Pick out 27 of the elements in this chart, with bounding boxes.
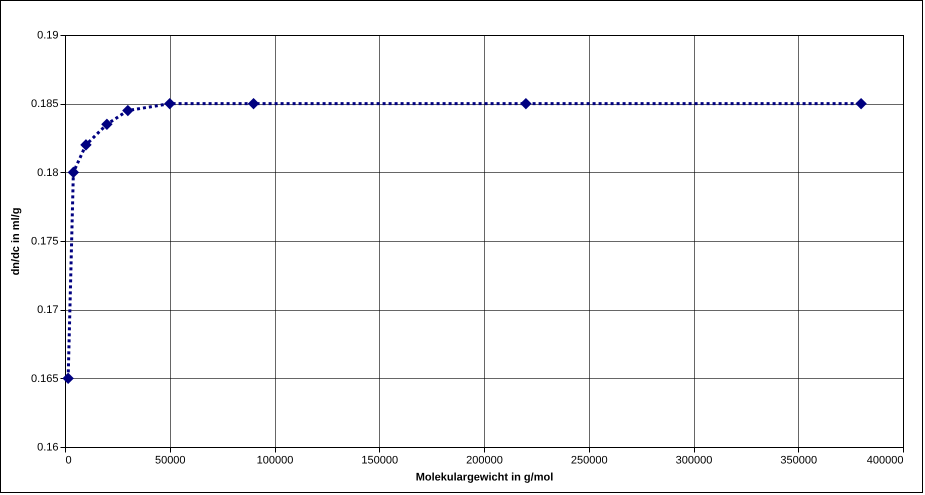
point: [248, 98, 260, 110]
point: [80, 139, 92, 151]
x-tick-label: 400000: [866, 454, 904, 466]
x-tick-label: 150000: [361, 454, 398, 466]
point: [855, 98, 867, 110]
point: [164, 98, 176, 110]
point: [62, 372, 74, 384]
x-tick-label: 100000: [256, 454, 294, 466]
x-tick-label: 0: [66, 454, 72, 466]
y-tick-label: 0.16: [37, 442, 58, 454]
y-tick-label: 0.18: [37, 166, 58, 179]
y-tick-label: 0.175: [30, 236, 58, 248]
y-tick-label: 0.185: [30, 98, 58, 110]
x-axis-title: Molekulargewicht in g/mol: [416, 472, 554, 484]
point: [520, 98, 532, 110]
y-tick-label: 0.165: [30, 372, 58, 385]
y-axis-title: dn/dc in ml/g: [10, 208, 22, 276]
point: [68, 166, 80, 178]
point: [101, 118, 113, 130]
x-tick-label: 350000: [780, 454, 818, 466]
point: [122, 104, 134, 116]
x-tick-label: 200000: [466, 454, 503, 466]
x-tick-label: 250000: [570, 454, 608, 466]
x-tick-label: 300000: [676, 454, 712, 466]
y-tick-label: 0.17: [37, 304, 58, 316]
x-tick-label: 50000: [154, 454, 186, 466]
y-tick-label: 0.19: [37, 30, 58, 42]
